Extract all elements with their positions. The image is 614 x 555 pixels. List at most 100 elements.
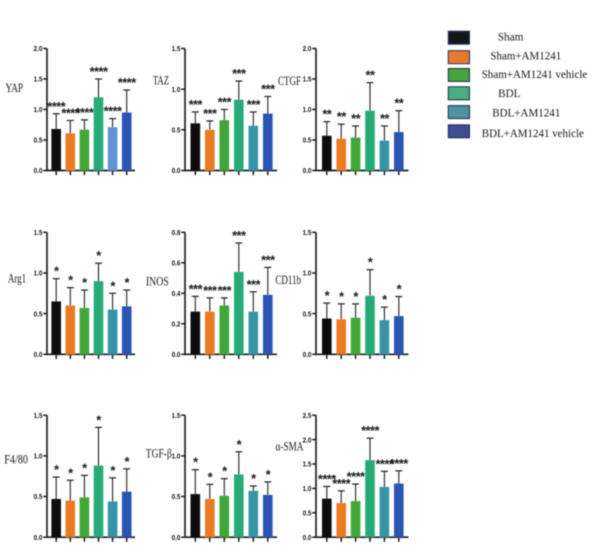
svg-text:1.0: 1.0 <box>172 85 181 94</box>
svg-text:1.5: 1.5 <box>34 411 43 420</box>
svg-text:0.0: 0.0 <box>172 166 181 175</box>
svg-text:Sham+AM1241 vehicle: Sham+AM1241 vehicle <box>482 69 588 81</box>
svg-text:0.5: 0.5 <box>172 492 181 501</box>
svg-text:*: * <box>54 462 60 477</box>
svg-text:0.5: 0.5 <box>34 136 43 145</box>
svg-text:***: *** <box>189 97 204 112</box>
svg-text:1.0: 1.0 <box>34 269 43 278</box>
svg-text:***: *** <box>232 66 247 81</box>
svg-text:Sham+AM1241: Sham+AM1241 <box>490 50 561 62</box>
svg-text:1.5: 1.5 <box>34 75 43 84</box>
svg-text:*: * <box>325 288 331 303</box>
svg-text:2.5: 2.5 <box>303 411 312 420</box>
svg-text:BDL: BDL <box>498 88 520 100</box>
svg-text:F4/80: F4/80 <box>4 452 28 466</box>
svg-text:*: * <box>124 275 130 290</box>
svg-text:**: ** <box>366 68 376 83</box>
svg-text:****: **** <box>318 471 337 486</box>
svg-text:0.6: 0.6 <box>172 259 181 268</box>
svg-text:***: *** <box>261 252 276 267</box>
svg-text:1.0: 1.0 <box>303 269 312 278</box>
svg-text:BDL+AM1241 vehicle: BDL+AM1241 vehicle <box>482 128 584 140</box>
svg-text:*: * <box>68 465 74 480</box>
svg-text:1.0: 1.0 <box>34 452 43 461</box>
svg-text:****: **** <box>104 104 123 119</box>
svg-text:2.0: 2.0 <box>303 435 312 444</box>
svg-text:Arg1: Arg1 <box>8 272 26 286</box>
svg-text:****: **** <box>390 456 409 471</box>
svg-text:**: ** <box>351 111 361 126</box>
svg-text:*: * <box>82 460 88 475</box>
svg-text:**: ** <box>394 96 404 111</box>
svg-text:****: **** <box>118 75 137 90</box>
svg-text:*: * <box>339 289 345 304</box>
svg-text:**: ** <box>380 111 390 126</box>
svg-text:****: **** <box>75 105 94 120</box>
svg-text:0.0: 0.0 <box>34 350 43 359</box>
svg-text:****: **** <box>361 423 380 438</box>
svg-text:1.0: 1.0 <box>34 105 43 114</box>
svg-text:0.8: 0.8 <box>172 228 181 237</box>
svg-text:0.0: 0.0 <box>172 533 181 542</box>
svg-text:*: * <box>54 264 60 279</box>
svg-text:*: * <box>266 467 272 482</box>
svg-text:1.0: 1.0 <box>303 484 312 493</box>
svg-text:1.5: 1.5 <box>34 228 43 237</box>
svg-text:***: *** <box>189 281 204 296</box>
svg-text:0.5: 0.5 <box>34 492 43 501</box>
svg-text:BDL+AM1241: BDL+AM1241 <box>492 108 560 120</box>
svg-text:***: *** <box>247 277 262 292</box>
svg-text:TGF-β: TGF-β <box>146 447 172 461</box>
svg-text:1.0: 1.0 <box>172 452 181 461</box>
svg-text:*: * <box>237 437 243 452</box>
svg-text:0.5: 0.5 <box>172 126 181 135</box>
svg-text:0.0: 0.0 <box>34 533 43 542</box>
svg-text:0.4: 0.4 <box>172 289 181 298</box>
svg-text:***: *** <box>203 106 218 121</box>
svg-text:*: * <box>110 463 116 478</box>
svg-text:2.0: 2.0 <box>303 44 312 53</box>
svg-text:**: ** <box>322 107 332 122</box>
svg-text:*: * <box>222 464 228 479</box>
svg-text:***: *** <box>218 95 233 110</box>
svg-text:**: ** <box>337 109 347 124</box>
svg-text:1.5: 1.5 <box>303 460 312 469</box>
svg-text:CD11b: CD11b <box>275 273 301 287</box>
svg-text:*: * <box>382 292 388 307</box>
svg-text:0.5: 0.5 <box>303 509 312 518</box>
svg-text:Sham: Sham <box>498 32 524 44</box>
svg-text:****: **** <box>47 99 66 114</box>
svg-text:CTGF: CTGF <box>278 74 301 88</box>
svg-text:0.5: 0.5 <box>303 309 312 318</box>
svg-text:2.0: 2.0 <box>34 44 43 53</box>
svg-text:****: **** <box>347 469 366 484</box>
svg-text:*: * <box>96 412 102 427</box>
svg-text:0.5: 0.5 <box>303 136 312 145</box>
svg-text:****: **** <box>332 476 351 491</box>
svg-text:0.0: 0.0 <box>303 533 312 542</box>
svg-text:0.0: 0.0 <box>34 166 43 175</box>
svg-text:*: * <box>368 255 374 270</box>
svg-text:*: * <box>68 273 74 288</box>
svg-text:0.5: 0.5 <box>34 309 43 318</box>
svg-text:0.0: 0.0 <box>303 166 312 175</box>
svg-text:*: * <box>193 455 199 470</box>
svg-text:*: * <box>251 471 257 486</box>
svg-text:*: * <box>124 454 130 469</box>
svg-text:0.0: 0.0 <box>172 350 181 359</box>
svg-text:***: *** <box>261 81 276 96</box>
svg-text:*: * <box>353 289 359 304</box>
svg-text:*: * <box>82 275 88 290</box>
svg-text:***: *** <box>203 283 218 298</box>
svg-text:*: * <box>397 282 403 297</box>
svg-text:α-SMA: α-SMA <box>276 439 304 453</box>
svg-text:TAZ: TAZ <box>153 74 169 88</box>
svg-text:****: **** <box>61 105 80 120</box>
svg-text:****: **** <box>90 64 109 79</box>
svg-text:1.5: 1.5 <box>172 411 181 420</box>
svg-text:1.0: 1.0 <box>303 105 312 114</box>
svg-text:1.5: 1.5 <box>172 44 181 53</box>
svg-text:***: *** <box>218 283 233 298</box>
svg-text:****: **** <box>375 456 394 471</box>
svg-text:***: *** <box>247 97 262 112</box>
